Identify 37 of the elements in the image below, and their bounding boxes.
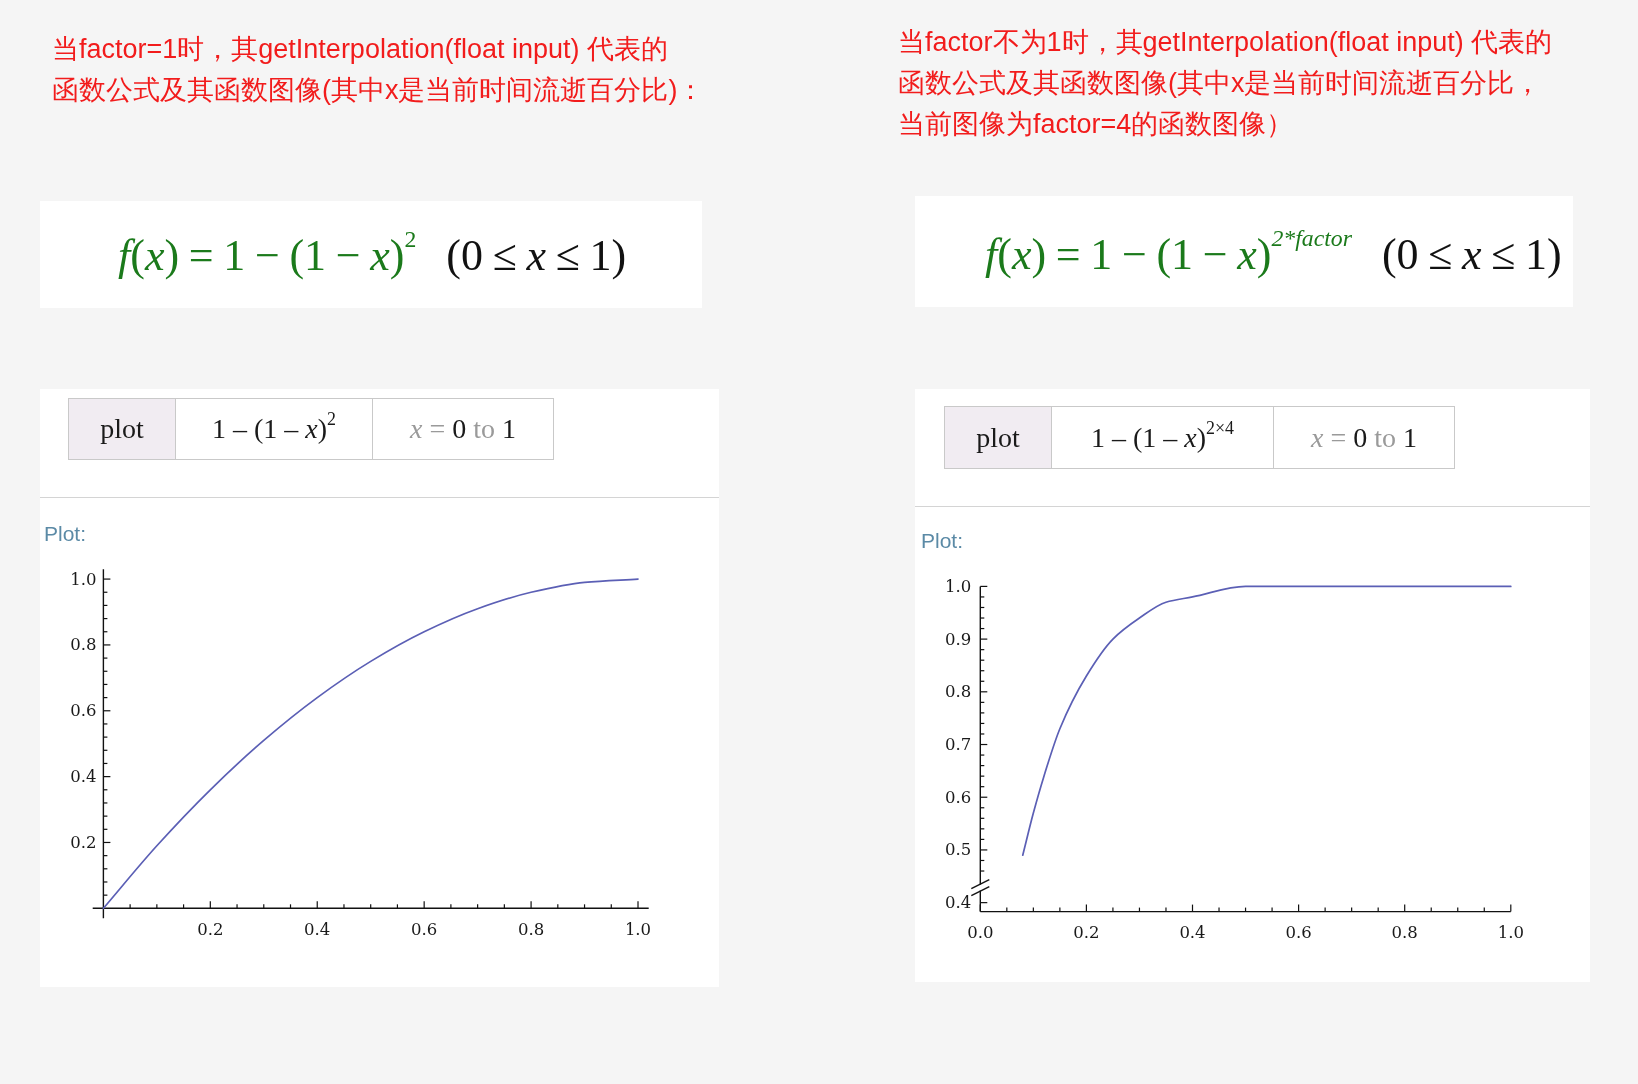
chart-title: 当factor不为1时，其getInterpolation(float input) 代表的函数公式及其函数图像(其中x是当前时间流逝百分比，当前图像为factor=4的函数图像）: [898, 26, 1553, 141]
text: (0≤x≤1): [1381, 230, 1562, 279]
text: x = 0 to 1: [1310, 421, 1417, 453]
y-tick-label: 1.0: [945, 576, 972, 596]
y-tick-label: 1.0: [70, 569, 97, 589]
text: plot: [100, 413, 144, 445]
x-tick-label: 0.4: [304, 919, 331, 939]
x-tick-label: 0.0: [967, 923, 994, 943]
y-tick-label: 0.4: [70, 767, 97, 787]
text: (0≤x≤1): [446, 231, 627, 280]
x-tick-label: 0.8: [517, 919, 545, 939]
x-tick-label: 0.6: [1285, 923, 1312, 943]
x-tick-label: 0.4: [1179, 923, 1206, 943]
x-tick-label: 0.2: [1073, 923, 1100, 943]
y-tick-label: 0.8: [945, 682, 972, 702]
y-tick-label: 0.6: [70, 701, 97, 721]
text: Plot:: [921, 529, 964, 553]
y-tick-label: 0.7: [945, 735, 972, 755]
y-tick-label: 0.6: [945, 787, 972, 807]
y-tick-label: 0.4: [945, 893, 972, 913]
x-tick-label: 0.8: [1391, 923, 1418, 943]
x-tick-label: 1.0: [624, 919, 652, 939]
text: Plot:: [44, 522, 87, 546]
x-tick-label: 0.2: [197, 919, 224, 939]
text: 1 – (1 – x)$^{2}$: [211, 409, 337, 444]
y-tick-label: 0.9: [945, 629, 972, 649]
text: f(x)=1−(1−x)$^{2*factor}$: [985, 225, 1352, 279]
x-tick-label: 1.0: [1497, 923, 1524, 943]
y-tick-label: 0.5: [945, 840, 972, 860]
text: f(x)=1−(1−x)$^{2}$: [118, 226, 417, 280]
text: plot: [976, 421, 1020, 454]
y-tick-label: 0.2: [70, 832, 97, 852]
y-tick-label: 0.8: [70, 635, 97, 655]
x-tick-label: 0.6: [411, 919, 438, 939]
chart-title: 当factor=1时，其getInterpolation(float input) 代表的函数公式及其函数图像(其中x是当前时间流逝百分比)：: [52, 33, 705, 107]
text: 1 – (1 – x)$^{2×4}$: [1090, 417, 1235, 453]
text: x = 0 to 1: [409, 413, 516, 444]
